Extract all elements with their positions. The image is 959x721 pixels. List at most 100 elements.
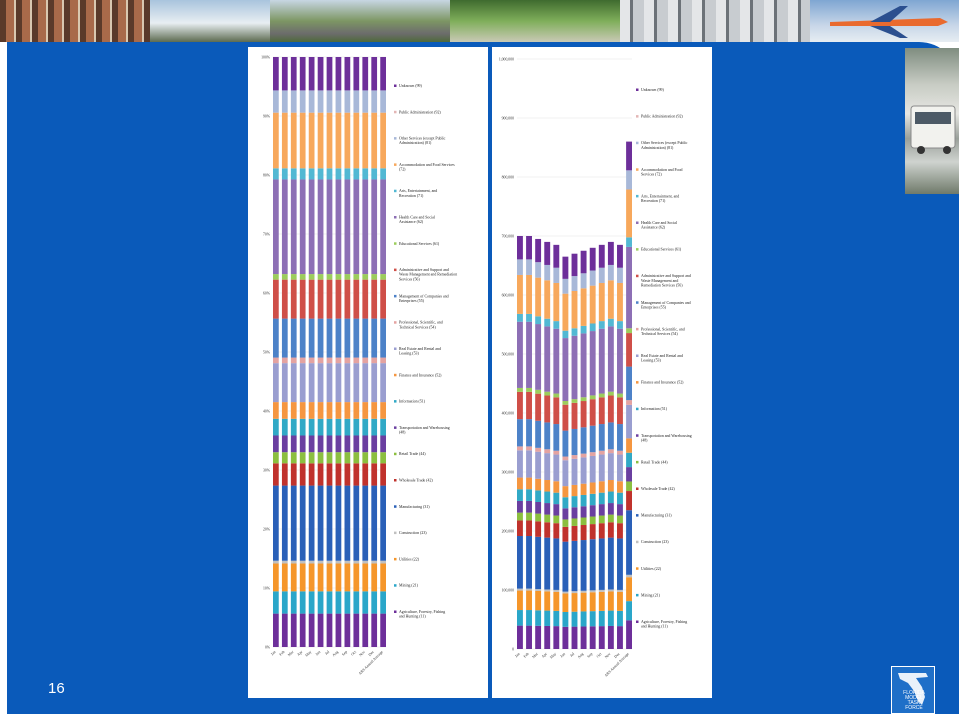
bar-segment [526,259,532,275]
bar-segment [326,613,333,647]
bar-segment [580,506,587,518]
bar-segment [344,452,351,464]
bar-segment [290,357,297,364]
bar-segment [371,452,378,464]
bar-segment [362,435,369,453]
bar-segment [580,397,587,402]
bar-segment [326,452,333,464]
bar-segment [617,397,623,425]
bar-segment [553,610,560,627]
bar-segment [326,563,333,592]
y-tick-label: 90% [263,114,271,118]
airplane-icon [830,6,948,38]
bar-segment [562,401,569,405]
bar-segment [517,274,523,314]
bar-segment [626,438,632,453]
highway-photo [270,0,450,42]
bar-segment [380,357,386,364]
legend-label: Accommodation and Food Services (72) [641,168,683,177]
bar-segment [544,589,551,592]
bar-segment [598,523,605,539]
bar-segment [617,504,623,516]
page-number: 16 [48,680,65,697]
legend-swatch [394,110,397,114]
legend-swatch [636,168,639,171]
bar-segment [335,435,342,453]
y-tick-label: 50% [263,350,271,354]
bar-segment [281,485,288,561]
bar-segment [517,512,523,521]
bar-segment [580,494,587,507]
bar-segment [326,463,333,486]
bar-segment [626,328,632,334]
bar-segment [562,293,569,331]
bar-segment [544,503,551,515]
bar-segment [290,90,297,113]
bar-segment [617,492,623,505]
bar-segment [273,57,279,91]
bar-segment [517,500,523,513]
legend-label: Retail Trade (44) [399,452,426,456]
bar-segment [326,363,333,403]
percent-stacked-bar-chart: 0%10%20%30%40%50%60%70%80%90%100%Jan Feb M… [261,55,457,675]
bar-segment [326,591,333,614]
legend-swatch [394,347,397,350]
bar-segment [562,256,569,279]
bar-segment [598,492,605,505]
legend-swatch [636,115,639,118]
bar-segment [553,328,560,394]
y-tick-label: 20% [263,527,271,531]
bar-segment [526,387,532,392]
bar-segment [273,435,279,453]
bar-segment [544,453,551,481]
bar-segment [607,514,614,523]
bar-segment [589,270,596,286]
bar-segment [617,424,623,451]
bar-segment [344,57,351,91]
bar-segment [273,179,279,275]
bar-segment [299,318,306,358]
bar-segment [362,452,369,464]
bar-segment [562,526,569,542]
bar-segment [626,170,632,190]
bar-segment [535,610,542,626]
bar-segment [517,446,523,451]
bar-segment [607,503,614,515]
percent-chart-panel: 0% 10% 20% 30% 40% 50% 60% 70% 80% 90% 100% Jan Feb M… [248,47,488,698]
bar-segment [281,279,288,319]
legend-label: Health Care and Social Assistance (62) [399,216,435,225]
bar-segment [580,483,587,495]
bar-segment [380,274,386,280]
bar-segment [299,563,306,592]
y-tick-label: 10% [263,586,271,590]
x-tick-label: Nov [604,652,612,660]
legend-label: Transportation and Warehousing (48) [641,434,692,443]
bar-segment [273,357,279,364]
bar-segment [273,463,279,486]
bar-segment [308,463,315,486]
bar-segment [299,485,306,561]
bar-segment [380,318,386,358]
bar-segment [626,333,632,367]
bar-segment [317,452,324,464]
bar-segment [553,282,560,322]
bar-segment [308,168,315,180]
bar-segment [535,451,542,479]
bar-segment [371,560,378,564]
bar-segment [380,112,386,169]
bar-segment [380,418,386,436]
bar-segment [273,402,279,419]
bar-segment [273,363,279,403]
bar-segment [281,179,288,275]
bar-segment [362,357,369,364]
bar-segment [353,168,360,180]
bar-segment [290,613,297,647]
bar-segment [553,504,560,516]
bar-segment [344,279,351,319]
bar-segment [571,626,578,649]
bar-segment [273,591,279,614]
bar-segment [290,591,297,614]
bar-segment [290,57,297,91]
legend-label: Information (51) [641,407,668,411]
bar-segment [526,274,532,314]
